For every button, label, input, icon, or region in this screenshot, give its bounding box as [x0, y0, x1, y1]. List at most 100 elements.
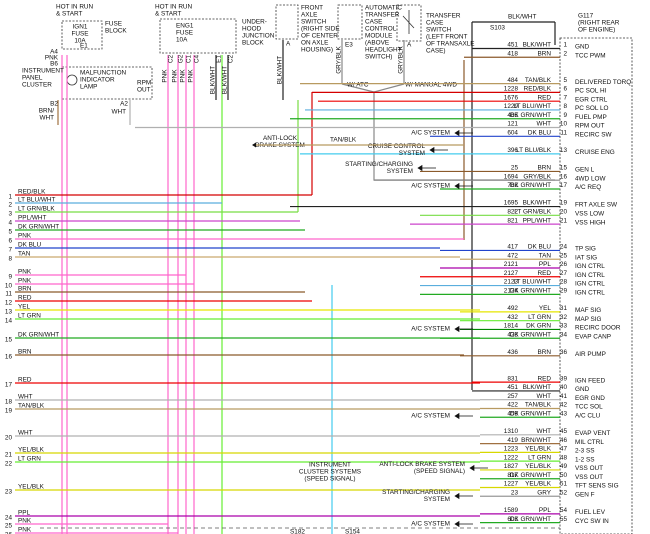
- pin-label: A: [286, 41, 291, 48]
- pin-number: 9: [563, 112, 567, 119]
- circuit-number: 25: [511, 165, 519, 172]
- component-label: SWITCH: [426, 27, 452, 34]
- wire-number: 21: [5, 452, 13, 459]
- component-label: AUTOMATIC: [365, 5, 402, 12]
- pin-function: IAT SIG: [575, 254, 597, 261]
- pin-function: RPM OUT: [575, 123, 605, 130]
- pin-function: IGN CTRL: [575, 281, 605, 288]
- wire-label: GRY/BLK: [336, 45, 343, 73]
- pin-function: FUEL PMP: [575, 114, 607, 121]
- circuit-number: 484: [507, 77, 518, 84]
- wire-color: TAN: [539, 252, 552, 259]
- system-label: A/C SYSTEM: [411, 326, 450, 333]
- circuit-number: 1694: [504, 173, 519, 180]
- circuit-number: 604: [507, 129, 518, 136]
- wire-color: PNK: [18, 269, 32, 276]
- pin-number: 7: [563, 94, 567, 101]
- pin-number: 2: [563, 50, 567, 57]
- pin-number: 54: [560, 507, 568, 514]
- pin-number: 52: [560, 489, 568, 496]
- pin-function: IGN FEED: [575, 377, 606, 384]
- wire-number: 13: [5, 309, 13, 316]
- wire-color: DK BLU: [528, 129, 551, 136]
- wire-color: BRN: [538, 50, 552, 57]
- pin-function: MAP SIG: [575, 316, 602, 323]
- wire-label: PNK: [180, 69, 187, 83]
- wire-number: 4: [8, 220, 12, 227]
- component-label: OF TRANSAXLE: [426, 41, 475, 48]
- circuit-number: 472: [507, 252, 518, 259]
- component-label: HEADLIGHT: [365, 47, 402, 54]
- wire-color: RED: [538, 375, 552, 382]
- pin-number: 6: [563, 86, 567, 93]
- wire-number: 7: [8, 247, 12, 254]
- pin-number: 21: [560, 217, 568, 224]
- pin-number: 51: [560, 481, 568, 488]
- splice-label: S182: [290, 529, 305, 534]
- pin-number: 49: [560, 463, 568, 470]
- wire-label: BLK/WHT: [222, 66, 229, 95]
- wire-label: TAN/BLK: [330, 137, 357, 144]
- circuit-number: 603: [507, 516, 518, 523]
- circuit-number: 1223: [504, 446, 519, 453]
- wire-label: PNK: [45, 55, 59, 62]
- pin-number: 24: [560, 244, 568, 251]
- component-label: OUT: [137, 87, 151, 94]
- wire-color: TAN/BLK: [18, 403, 45, 410]
- system-label: A/C SYSTEM: [411, 413, 450, 420]
- pin-number: 47: [560, 446, 568, 453]
- fuse-label: 10A: [74, 38, 86, 45]
- pin-number: 48: [560, 454, 568, 461]
- pin-number: 29: [560, 288, 568, 295]
- pin-label: C1: [186, 54, 193, 63]
- wire-color: PPL: [539, 261, 552, 268]
- circuit-number: 2123: [504, 279, 519, 286]
- circuit-number: 396: [507, 147, 518, 154]
- circuit-number: 1676: [504, 94, 519, 101]
- wire-color: WHT: [18, 394, 33, 401]
- wire-color: LT BLU/WHT: [514, 103, 551, 110]
- wire-color: PPL/WHT: [523, 217, 552, 224]
- pin-function: EGR CTRL: [575, 96, 608, 103]
- fuse-label: 10A: [176, 37, 188, 44]
- wire-color: DK GRN/WHT: [510, 288, 551, 295]
- wire-color: PPL/WHT: [18, 215, 47, 222]
- wire-number: 11: [5, 291, 12, 298]
- hot-label: HOT IN RUN: [155, 4, 193, 11]
- wire-color: TAN/BLK: [525, 402, 552, 409]
- arrow: [454, 412, 473, 420]
- pin-function: FUEL LEV: [575, 509, 606, 516]
- circuit-number: 762: [507, 182, 518, 189]
- wire-color: DK GRN/WHT: [510, 472, 551, 479]
- block-label: BLOCK: [242, 40, 264, 47]
- circuit-number: 451: [507, 42, 518, 49]
- arrow: [252, 142, 256, 148]
- wire-number: 24: [5, 515, 13, 522]
- pin-number: 31: [560, 305, 568, 312]
- wire-color: PNK: [18, 527, 32, 534]
- circuit-number: 422: [507, 402, 518, 409]
- component-label: HOUSING): [301, 47, 333, 54]
- wire-color: RED: [18, 295, 32, 302]
- pin-function: TCC SOL: [575, 404, 603, 411]
- component-label: (ABOVE: [365, 40, 389, 47]
- wire-color: BRN: [18, 286, 32, 293]
- wire-color: YEL/BLK: [525, 481, 552, 488]
- wire-number: 19: [5, 408, 13, 415]
- arrow: [454, 520, 473, 528]
- system-label: ANTI-LOCK: [263, 135, 298, 142]
- wire-number: 22: [5, 461, 13, 468]
- wire-color: BRN/WHT: [521, 437, 551, 444]
- wire-color: BLK/WHT: [523, 42, 552, 49]
- pin-number: 15: [560, 165, 568, 172]
- component-label: SWITCH: [301, 19, 327, 26]
- pin-function: EVAP VENT: [575, 430, 610, 437]
- pin-function: EVAP CANP: [575, 333, 611, 340]
- pin-function: GEN L: [575, 167, 595, 174]
- pin-function: VSS LOW: [575, 211, 605, 218]
- pin-function: TFT SENS SIG: [575, 483, 619, 490]
- system-label: SYSTEM: [399, 150, 425, 157]
- component-label: RPM: [137, 80, 151, 87]
- wire-number: 5: [8, 229, 12, 236]
- pin-number: 20: [560, 209, 568, 216]
